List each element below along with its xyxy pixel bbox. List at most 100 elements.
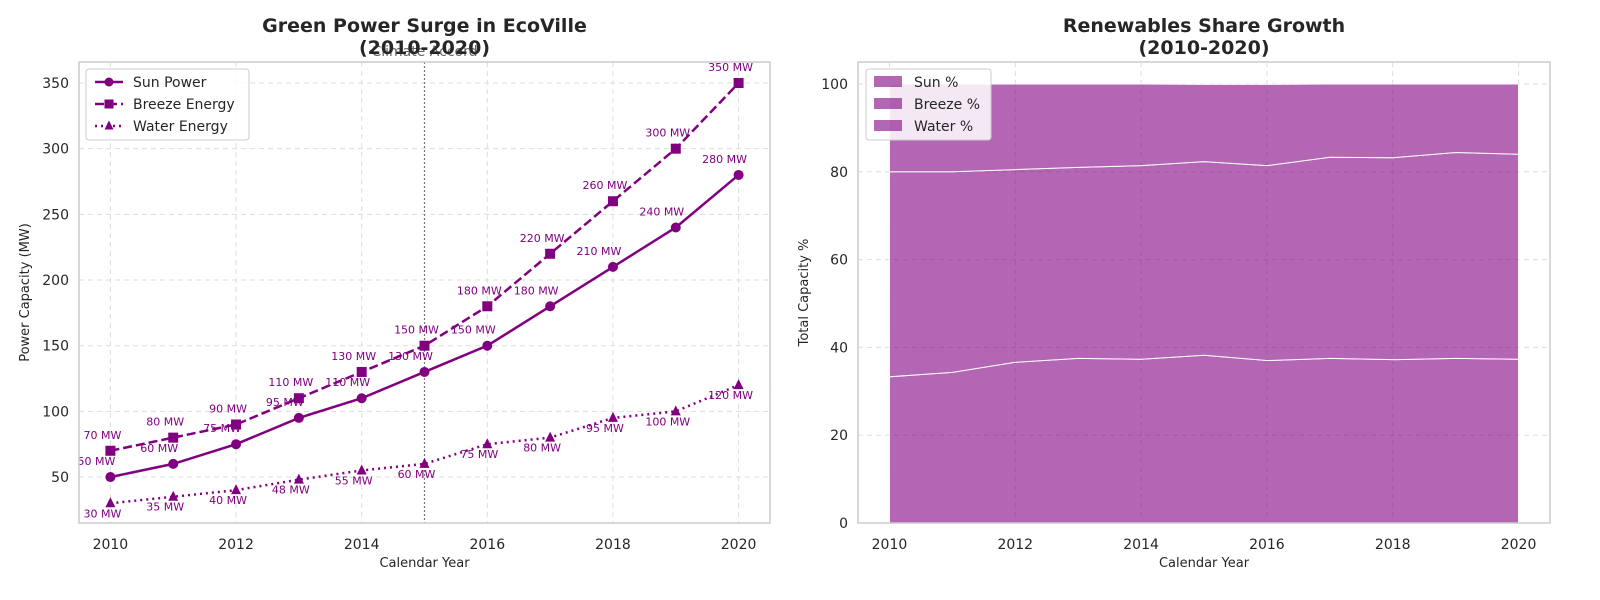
area-band-2 [888, 83, 1520, 173]
legend-marker [104, 120, 114, 130]
data-label: 150 MW [451, 324, 496, 337]
chart-title: (2010-2020) [1138, 37, 1269, 59]
data-point [733, 169, 744, 180]
y-tick-label: 40 [830, 340, 848, 356]
x-tick-label: 2012 [218, 537, 254, 553]
chart-title: Green Power Surge in EcoVille [262, 15, 587, 37]
y-tick-label: 100 [821, 77, 848, 93]
x-tick-label: 2014 [344, 537, 380, 553]
y-tick-label: 20 [830, 428, 848, 444]
data-point [607, 196, 618, 207]
data-point [419, 457, 430, 468]
y-tick-label: 350 [42, 76, 69, 92]
data-label: 80 MW [146, 416, 184, 429]
data-label: 30 MW [83, 507, 121, 520]
legend-label: Water Energy [133, 119, 228, 135]
data-point [733, 78, 744, 89]
data-label: 75 MW [460, 448, 498, 461]
y-tick-label: 150 [42, 339, 69, 355]
y-tick-label: 300 [42, 142, 69, 158]
data-label: 110 MW [268, 376, 313, 389]
data-label: 180 MW [457, 284, 502, 297]
y-axis-label: Total Capacity % [797, 239, 812, 348]
y-tick-label: 250 [42, 207, 69, 223]
data-label: 210 MW [577, 245, 622, 258]
data-point [419, 340, 430, 351]
data-point [293, 412, 304, 423]
data-point [293, 473, 304, 484]
y-tick-label: 60 [830, 253, 848, 269]
legend-swatch [874, 98, 902, 109]
data-label: 40 MW [209, 494, 247, 507]
area-band-0 [888, 354, 1520, 524]
data-point [356, 393, 367, 404]
x-tick-label: 2014 [1123, 537, 1159, 553]
renewables-share-area-chart: 2010 2012 2014 2016 2018 2020 0 20 40 60 80 100 Cale… [797, 15, 1551, 571]
x-tick-label: 2020 [1501, 537, 1537, 553]
legend-marker [104, 99, 114, 109]
legend-label: Sun Power [133, 75, 207, 91]
data-label: 220 MW [520, 232, 565, 245]
x-tick-label: 2016 [1249, 537, 1285, 553]
data-point [105, 472, 116, 483]
legend-label: Breeze % [914, 97, 980, 113]
data-label: 180 MW [514, 284, 559, 297]
data-point [356, 366, 367, 377]
x-tick-label: 2012 [997, 537, 1033, 553]
legend-label: Water % [914, 119, 973, 135]
data-point [545, 431, 556, 442]
data-point [105, 497, 116, 508]
data-label: 130 MW [388, 350, 433, 363]
data-label: 60 MW [398, 468, 436, 481]
legend-swatch [874, 76, 902, 87]
axes-frame [857, 61, 1551, 524]
data-point [168, 490, 179, 501]
y-axis-label: Power Capacity (MW) [18, 223, 33, 362]
data-point [105, 445, 116, 456]
x-tick-label: 2018 [1375, 537, 1411, 553]
legend: Sun Power Breeze Energy Water Energy [85, 68, 250, 141]
annotation-label: Climate Accord [371, 44, 477, 60]
data-point [545, 301, 556, 312]
legend-swatch [874, 120, 902, 131]
y-tick-label: 100 [42, 404, 69, 420]
data-point [231, 439, 242, 450]
data-label: 55 MW [335, 474, 373, 487]
data-point [168, 458, 179, 469]
data-point [670, 143, 681, 154]
legend-label: Breeze Energy [133, 97, 235, 113]
data-label: 60 MW [140, 442, 178, 455]
data-point [670, 222, 681, 233]
data-point [607, 411, 618, 422]
data-point [482, 340, 493, 351]
data-point [419, 366, 430, 377]
data-point [545, 248, 556, 259]
data-label: 280 MW [702, 153, 747, 166]
data-label: 120 MW [708, 389, 753, 402]
x-tick-label: 2016 [469, 537, 505, 553]
data-label: 35 MW [146, 501, 184, 514]
data-point [733, 379, 744, 390]
data-point [356, 464, 367, 475]
data-label: 130 MW [331, 350, 376, 363]
data-label: 300 MW [645, 127, 690, 140]
y-tick-label: 80 [830, 165, 848, 181]
data-point [482, 301, 493, 312]
data-label: 110 MW [325, 376, 370, 389]
power-capacity-line-chart: Climate Accord 50 MW 60 MW 75 MW 95 MW 110 MW… [18, 15, 771, 571]
data-label: 150 MW [394, 324, 439, 337]
data-label: 90 MW [209, 402, 247, 415]
x-tick-label: 2010 [872, 537, 908, 553]
chart-title: Renewables Share Growth [1063, 15, 1345, 37]
x-tick-label: 2020 [721, 537, 757, 553]
x-tick-label: 2010 [93, 537, 129, 553]
data-label: 80 MW [523, 442, 561, 455]
axes-frame [78, 61, 771, 524]
data-point [293, 393, 304, 404]
data-label: 50 MW [77, 455, 115, 468]
data-point [607, 261, 618, 272]
data-label: 260 MW [583, 179, 628, 192]
legend-marker [104, 77, 114, 87]
area-band-1 [888, 151, 1520, 378]
data-point [168, 432, 179, 443]
